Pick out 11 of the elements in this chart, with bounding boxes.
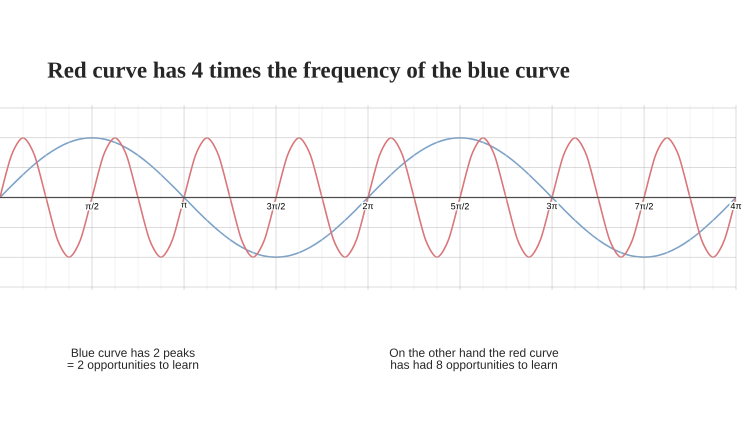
x-tick-label: 5π/2 — [451, 202, 469, 210]
x-tick-label: 4π — [730, 202, 742, 210]
x-tick-label: 3π/2 — [267, 202, 285, 210]
x-tick-label: 7π/2 — [635, 202, 653, 210]
x-tick-label: π/2 — [86, 202, 98, 210]
text: On the other hand the red curve has had 8 opportunities to learn — [390, 348, 558, 372]
x-tick-label: π — [181, 202, 187, 208]
x-tick-label: 3π — [546, 202, 558, 210]
text: Blue curve has 2 peaks = 2 opportunities to learn — [68, 348, 198, 372]
x-tick-label: 2π — [362, 202, 374, 210]
chart-title: Red curve has 4 times the frequency of the blue curve — [48, 61, 570, 83]
